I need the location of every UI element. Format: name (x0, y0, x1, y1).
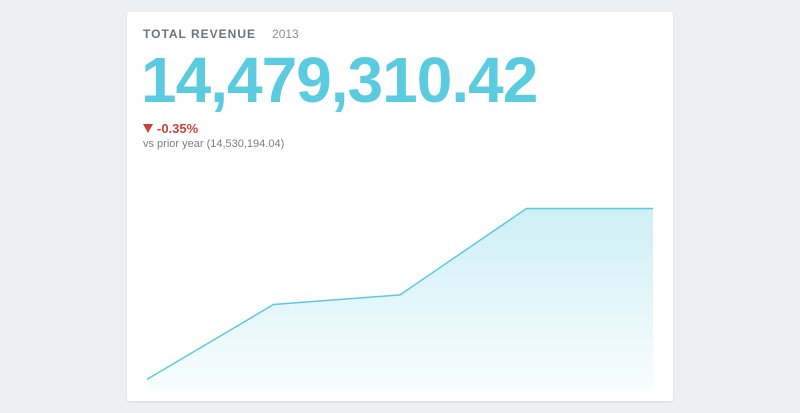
metric-value: 14,479,310.42 (141, 44, 538, 116)
comparison-text: vs prior year (14,530,194.04) (143, 138, 285, 150)
revenue-card: TOTAL REVENUE 2013 14,479,310.42 -0.35% … (127, 12, 673, 401)
change-percent: -0.35% (157, 121, 199, 136)
change-indicator: -0.35% (143, 121, 198, 136)
revenue-trend-chart (146, 207, 653, 389)
chart-area-fill (147, 208, 653, 389)
down-arrow-icon (143, 124, 153, 133)
chart-series-line (146, 207, 653, 381)
card-header: TOTAL REVENUE 2013 (143, 27, 299, 41)
metric-period: 2013 (272, 27, 299, 41)
metric-title: TOTAL REVENUE (143, 27, 257, 41)
